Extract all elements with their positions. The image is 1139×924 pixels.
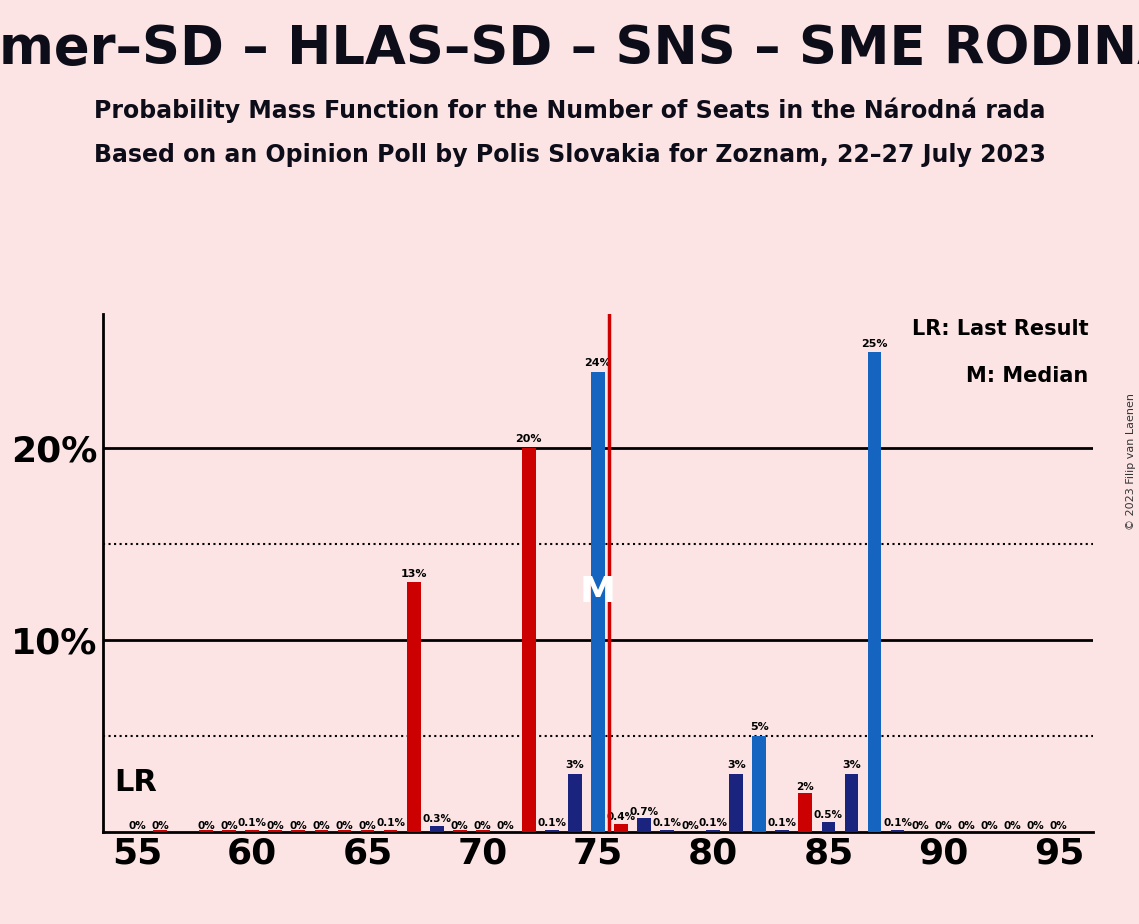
Text: M: Median: M: Median <box>966 366 1089 386</box>
Bar <box>199 830 213 832</box>
Bar <box>891 830 904 832</box>
Text: 0%: 0% <box>336 821 353 831</box>
Text: 0.1%: 0.1% <box>538 818 566 828</box>
Text: 0%: 0% <box>1027 821 1044 831</box>
Text: 0%: 0% <box>289 821 308 831</box>
Text: 0.1%: 0.1% <box>768 818 797 828</box>
Bar <box>591 371 605 832</box>
Text: © 2023 Filip van Laenen: © 2023 Filip van Laenen <box>1126 394 1136 530</box>
Text: 0%: 0% <box>1003 821 1022 831</box>
Text: LR: Last Result: LR: Last Result <box>912 320 1089 339</box>
Bar <box>429 826 443 832</box>
Text: 0%: 0% <box>312 821 330 831</box>
Text: 0.7%: 0.7% <box>630 807 658 817</box>
Bar <box>821 822 835 832</box>
Text: 20%: 20% <box>516 434 542 444</box>
Bar <box>706 830 720 832</box>
Text: Smer–SD – HLAS–SD – SNS – SME RODINA: Smer–SD – HLAS–SD – SNS – SME RODINA <box>0 23 1139 75</box>
Text: 0%: 0% <box>681 821 699 831</box>
Text: 0%: 0% <box>935 821 952 831</box>
Bar <box>637 818 652 832</box>
Bar <box>798 794 812 832</box>
Bar <box>522 448 535 832</box>
Bar <box>544 830 559 832</box>
Bar <box>844 774 859 832</box>
Text: 3%: 3% <box>727 760 746 771</box>
Bar <box>314 830 328 832</box>
Text: 0.1%: 0.1% <box>376 818 405 828</box>
Text: 0%: 0% <box>474 821 492 831</box>
Bar <box>361 830 375 832</box>
Text: 0%: 0% <box>197 821 215 831</box>
Bar <box>407 582 420 832</box>
Bar <box>868 352 882 832</box>
Bar <box>661 830 674 832</box>
Bar <box>245 830 260 832</box>
Bar <box>729 774 743 832</box>
Bar <box>776 830 789 832</box>
Bar <box>292 830 305 832</box>
Text: 0%: 0% <box>359 821 376 831</box>
Bar <box>568 774 582 832</box>
Text: 2%: 2% <box>796 782 814 792</box>
Text: 0%: 0% <box>1050 821 1067 831</box>
Text: 25%: 25% <box>861 339 887 348</box>
Text: 0%: 0% <box>958 821 976 831</box>
Text: LR: LR <box>114 768 157 797</box>
Text: 0%: 0% <box>151 821 169 831</box>
Text: 5%: 5% <box>749 722 769 732</box>
Bar <box>453 830 467 832</box>
Bar <box>384 830 398 832</box>
Text: 0.1%: 0.1% <box>698 818 728 828</box>
Bar <box>269 830 282 832</box>
Text: 0.4%: 0.4% <box>606 812 636 822</box>
Bar <box>753 736 767 832</box>
Text: 0.3%: 0.3% <box>423 814 451 824</box>
Text: Probability Mass Function for the Number of Seats in the Národná rada: Probability Mass Function for the Number… <box>93 97 1046 123</box>
Text: 13%: 13% <box>401 568 427 578</box>
Text: 0%: 0% <box>497 821 515 831</box>
Bar <box>614 824 628 832</box>
Text: 24%: 24% <box>584 358 612 368</box>
Text: 0.1%: 0.1% <box>238 818 267 828</box>
Text: 0%: 0% <box>129 821 146 831</box>
Bar <box>222 830 236 832</box>
Text: Based on an Opinion Poll by Polis Slovakia for Zoznam, 22–27 July 2023: Based on an Opinion Poll by Polis Slovak… <box>93 143 1046 167</box>
Text: 0.1%: 0.1% <box>653 818 681 828</box>
Bar <box>476 830 490 832</box>
Bar <box>337 830 352 832</box>
Text: 0.5%: 0.5% <box>814 810 843 821</box>
Text: 0%: 0% <box>451 821 468 831</box>
Text: 0%: 0% <box>267 821 285 831</box>
Text: 3%: 3% <box>566 760 584 771</box>
Text: 0%: 0% <box>911 821 929 831</box>
Bar <box>154 830 167 832</box>
Text: 3%: 3% <box>842 760 861 771</box>
Text: 0%: 0% <box>981 821 999 831</box>
Text: 0.1%: 0.1% <box>883 818 912 828</box>
Text: 0%: 0% <box>220 821 238 831</box>
Text: M: M <box>580 575 616 609</box>
